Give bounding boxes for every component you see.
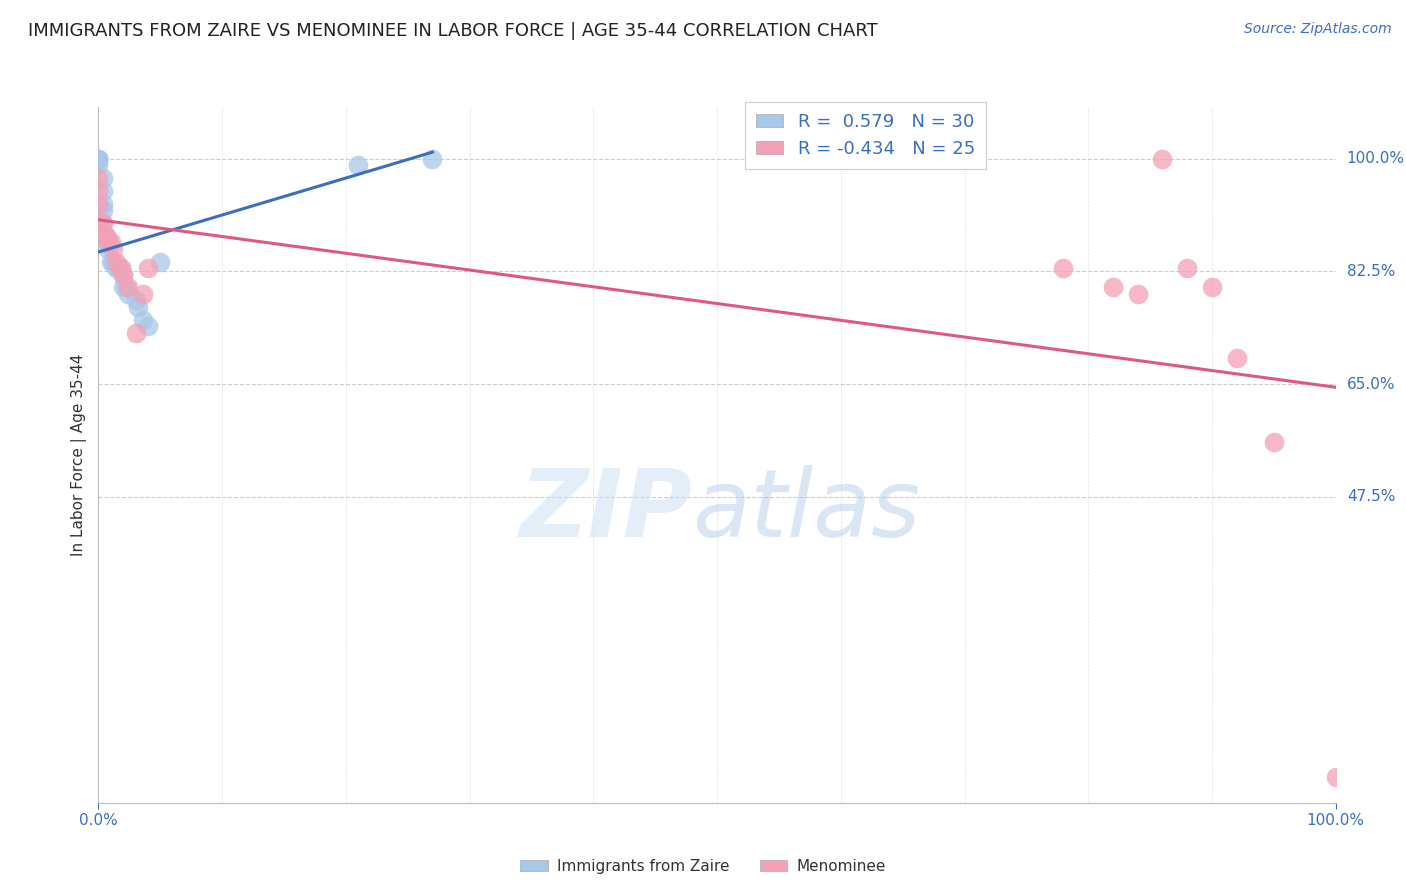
Point [1263,435,1285,450]
Point [1226,351,1249,366]
Point [93,196,115,211]
Point [87,152,110,166]
Text: 100.0%: 100.0% [1347,151,1405,166]
Point [97,242,120,256]
Point [87,152,110,166]
Point [1175,261,1198,276]
Point [103,242,125,256]
Point [93,184,115,198]
Point [1324,770,1347,784]
Point [149,254,172,268]
Text: 47.5%: 47.5% [1347,490,1395,504]
Point [87,152,110,166]
Point [132,286,155,301]
Point [107,261,129,276]
Point [93,216,115,230]
Point [1152,152,1174,166]
Point [112,268,135,282]
Point [347,158,370,172]
Point [112,280,135,294]
Point [136,261,159,276]
Point [112,268,135,282]
Point [104,254,127,268]
Point [132,312,155,326]
Point [93,216,115,230]
Point [93,170,115,185]
Point [94,228,117,243]
Point [87,170,110,185]
Point [136,319,159,334]
Point [94,228,117,243]
Point [87,184,110,198]
Text: ZIP: ZIP [519,465,692,557]
Point [1201,280,1223,294]
Y-axis label: In Labor Force | Age 35-44: In Labor Force | Age 35-44 [72,354,87,556]
Legend: Immigrants from Zaire, Menominee: Immigrants from Zaire, Menominee [515,853,891,880]
Point [93,203,115,218]
Text: atlas: atlas [692,465,921,556]
Text: 82.5%: 82.5% [1347,264,1395,279]
Point [117,280,139,294]
Point [87,196,110,211]
Point [117,286,139,301]
Point [87,158,110,172]
Point [110,261,132,276]
Point [93,228,115,243]
Point [1126,286,1149,301]
Text: 65.0%: 65.0% [1347,376,1395,392]
Text: Source: ZipAtlas.com: Source: ZipAtlas.com [1244,22,1392,37]
Text: IMMIGRANTS FROM ZAIRE VS MENOMINEE IN LABOR FORCE | AGE 35-44 CORRELATION CHART: IMMIGRANTS FROM ZAIRE VS MENOMINEE IN LA… [28,22,877,40]
Point [100,235,122,250]
Point [1052,261,1074,276]
Point [100,254,122,268]
Point [114,280,136,294]
Point [1102,280,1125,294]
Point [124,293,146,308]
Point [127,300,149,314]
Point [87,152,110,166]
Point [422,152,444,166]
Point [103,254,125,268]
Point [87,216,110,230]
Legend: R =  0.579   N = 30, R = -0.434   N = 25: R = 0.579 N = 30, R = -0.434 N = 25 [745,103,986,169]
Point [104,261,127,276]
Point [97,235,120,250]
Point [97,235,120,250]
Point [110,261,132,276]
Point [124,326,146,340]
